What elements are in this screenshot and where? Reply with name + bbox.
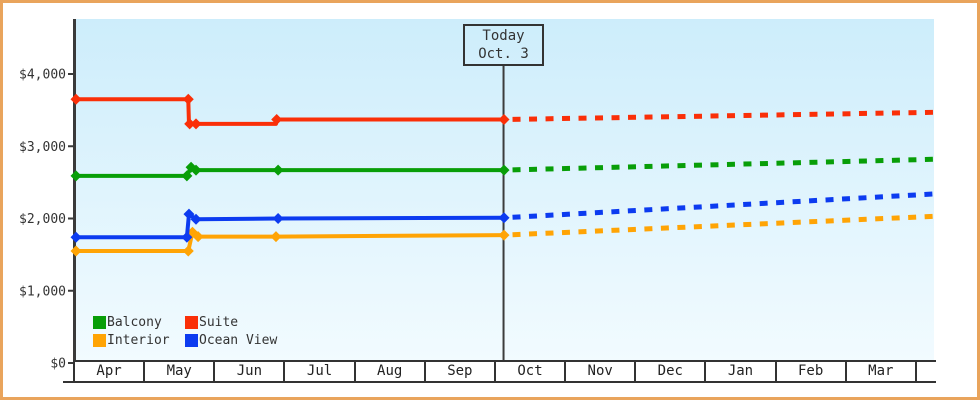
series-forecast-interior <box>503 213 935 238</box>
y-axis-label: $1,000 <box>19 284 66 299</box>
series-marker-suite <box>190 118 202 130</box>
x-axis-cell-dec: Dec <box>634 362 705 381</box>
series-forecast-balcony <box>503 156 935 173</box>
series-marker-balcony <box>181 170 193 182</box>
legend-swatch-icon <box>93 315 106 329</box>
series-marker-interior <box>182 245 194 257</box>
x-axis-cell-apr: Apr <box>73 362 144 381</box>
legend-item-ocean-view: Ocean View <box>185 332 278 348</box>
legend-swatch-icon <box>185 333 198 347</box>
today-date: Oct. 3 <box>478 46 529 62</box>
series-marker-suite <box>182 93 194 105</box>
plot-area <box>76 19 934 363</box>
series-marker-interior <box>498 229 510 241</box>
y-axis-label: $3,000 <box>19 140 66 155</box>
series-marker-ocean-view <box>498 212 510 224</box>
legend-swatch-icon <box>93 333 106 347</box>
x-axis-cell-may: May <box>143 362 214 381</box>
series-marker-ocean-view <box>70 231 82 243</box>
series-marker-ocean-view <box>183 208 195 220</box>
today-marker-box: Today Oct. 3 <box>463 24 544 66</box>
legend-swatch-icon <box>185 315 198 329</box>
x-axis-cell-aug: Aug <box>353 362 424 381</box>
price-history-chart: $0 $1,000 $2,000 $3,000 $4,000 <box>19 19 935 372</box>
series-marker-balcony <box>70 170 82 182</box>
series-marker-ocean-view <box>190 213 202 225</box>
series-marker-interior <box>70 245 82 257</box>
x-axis-cell-sep: Sep <box>423 362 494 381</box>
series-marker-suite <box>498 114 510 126</box>
series-marker-suite <box>271 114 283 126</box>
series-marker-balcony <box>498 164 510 176</box>
series-marker-balcony <box>272 164 284 176</box>
chart-legend: Balcony Suite Interior Ocean View <box>93 314 278 348</box>
series-marker-interior <box>270 231 282 243</box>
series-forecast-ocean-view <box>503 191 935 221</box>
x-axis-cell-jul: Jul <box>283 362 354 381</box>
legend-label: Ocean View <box>199 332 278 348</box>
series-marker-balcony <box>190 164 202 176</box>
legend-item-suite: Suite <box>185 314 277 330</box>
x-axis-cell-jan: Jan <box>704 362 775 381</box>
series-line-ocean-view <box>76 212 505 240</box>
legend-label: Suite <box>199 314 239 330</box>
series-marker-suite <box>184 118 196 130</box>
legend-label: Balcony <box>107 314 162 330</box>
series-forecast-suite <box>503 109 935 123</box>
series-marker-suite <box>70 93 82 105</box>
legend-item-interior: Interior <box>93 332 185 348</box>
x-axis-cell-feb: Feb <box>774 362 845 381</box>
series-marker-ocean-view <box>181 231 193 243</box>
x-axis-cell-jun: Jun <box>213 362 284 381</box>
y-axis-label: $0 <box>50 357 66 372</box>
legend-item-balcony: Balcony <box>93 314 185 330</box>
y-axis-label: $4,000 <box>19 68 66 83</box>
series-marker-ocean-view <box>272 213 284 224</box>
y-axis-label: $2,000 <box>19 212 66 227</box>
today-label: Today <box>482 28 525 44</box>
x-axis-cell-mar: Mar <box>844 362 915 381</box>
x-axis-cell-empty <box>914 362 936 381</box>
series-marker-interior <box>192 231 204 243</box>
x-axis-cell-oct: Oct <box>493 362 565 381</box>
x-axis-cell-nov: Nov <box>564 362 635 381</box>
x-axis-month-row: Apr May Jun Jul Aug Sep Oct Nov Dec Jan Feb Mar <box>73 360 936 381</box>
legend-label: Interior <box>107 332 170 348</box>
x-axis-bottom-line <box>63 381 936 383</box>
